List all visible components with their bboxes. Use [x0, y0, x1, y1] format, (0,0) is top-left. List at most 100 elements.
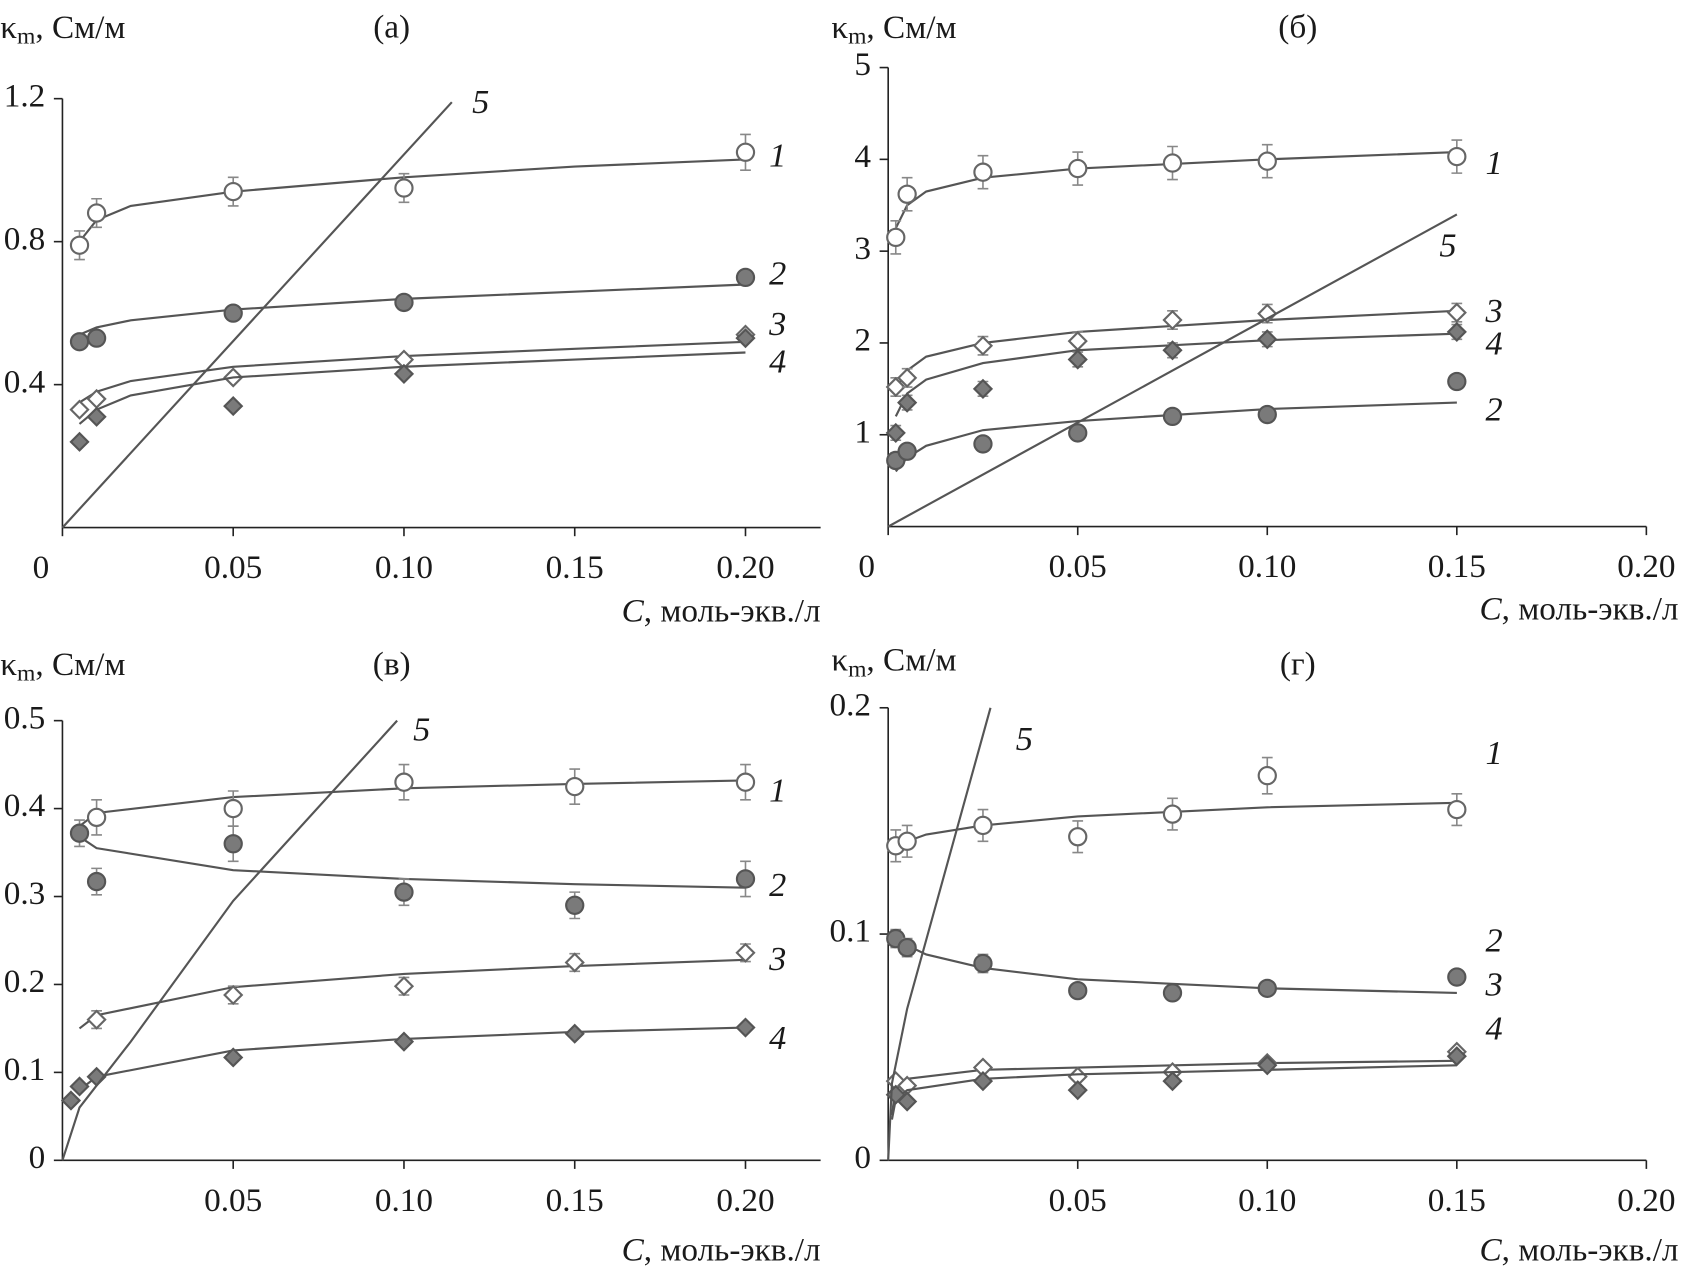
fit-curve	[78, 1026, 746, 1091]
curve-label: 3	[768, 305, 786, 343]
data-point	[1067, 331, 1088, 352]
data-point	[223, 395, 244, 417]
data-point	[393, 1031, 415, 1052]
data-point	[565, 895, 585, 915]
y-tick-label: 3	[854, 230, 871, 267]
fit-curve	[78, 158, 746, 243]
data-point	[564, 952, 585, 973]
x-tick-label: 0.20	[1617, 548, 1675, 585]
data-point	[1068, 980, 1088, 1001]
data-point	[886, 227, 906, 248]
data-point	[86, 1009, 107, 1030]
data-point	[69, 399, 90, 420]
y-label-unit: , См/м	[35, 9, 125, 46]
data-point	[223, 1047, 244, 1068]
data-point	[394, 772, 414, 792]
x-tick-label: 0.20	[1617, 1182, 1675, 1219]
data-point	[1162, 983, 1183, 1003]
data-point	[897, 184, 917, 204]
data-point	[1068, 827, 1088, 847]
data-point	[1446, 321, 1467, 343]
curve-label: 2	[1486, 391, 1503, 429]
panel-label: (в)	[373, 646, 411, 683]
data-point	[973, 953, 993, 974]
data-point	[897, 937, 917, 958]
data-point	[973, 434, 993, 454]
fit-curve	[78, 340, 746, 404]
x-tick-label: 0.15	[546, 549, 604, 586]
y-tick-label: 1	[854, 413, 871, 450]
data-point	[1447, 371, 1467, 392]
y-label-subscript: m	[17, 661, 35, 687]
x-tick-label: 0.05	[204, 1182, 262, 1219]
data-point	[565, 776, 585, 797]
curve-label: 1	[1486, 144, 1503, 182]
x-label-unit: , моль-экв./л	[1502, 590, 1679, 627]
y-tick-label: 0.4	[4, 363, 46, 400]
data-point	[972, 378, 994, 399]
curve-label: 5	[1016, 720, 1033, 758]
data-point	[69, 1076, 90, 1097]
y-tick-label: 0.1	[4, 1051, 46, 1088]
x-label-unit: , моль-экв./л	[1502, 1231, 1679, 1268]
fit-curve	[78, 779, 746, 828]
y-label-subscript: m	[848, 657, 866, 683]
y-label-subscript: m	[848, 24, 866, 50]
data-point	[69, 332, 90, 352]
y-axis-label: κm, См/м	[831, 641, 956, 682]
x-tick-label: 0.15	[1428, 548, 1486, 585]
data-point	[1068, 158, 1088, 179]
data-point	[393, 976, 415, 997]
y-label-unit: , См/м	[35, 646, 125, 683]
y-tick-label: 4	[854, 138, 871, 175]
data-point	[1447, 967, 1467, 987]
data-point	[86, 328, 107, 348]
x-tick-label: 0.15	[546, 1182, 604, 1219]
x-tick-label: 0.15	[1428, 1182, 1486, 1219]
y-tick-label: 0.1	[829, 913, 871, 950]
y-tick-label: 0.3	[4, 875, 46, 912]
data-point	[69, 235, 90, 255]
data-point	[735, 772, 756, 792]
data-point	[1446, 302, 1467, 323]
data-point	[564, 1023, 585, 1044]
x-tick-label: 0	[33, 549, 50, 586]
data-point	[1067, 1080, 1088, 1101]
curve-label: 5	[1439, 227, 1456, 265]
x-tick-label: 0.10	[1238, 548, 1296, 585]
data-point	[972, 1071, 994, 1092]
x-label-symbol: C	[1479, 1231, 1502, 1268]
data-point	[394, 882, 414, 902]
y-tick-label: 1.2	[4, 77, 46, 114]
curve-label: 3	[1485, 966, 1503, 1004]
y-tick-label: 2	[854, 322, 871, 359]
data-point	[1162, 1071, 1183, 1092]
y-label-symbol: κ	[0, 9, 17, 46]
data-point	[735, 942, 756, 963]
curve-label: 2	[769, 255, 786, 293]
data-point	[1067, 349, 1088, 370]
data-point	[393, 363, 415, 385]
data-point	[86, 388, 107, 410]
data-point	[223, 798, 243, 819]
curve-label: 1	[769, 137, 786, 175]
data-point	[1257, 404, 1277, 425]
reference-line	[61, 719, 398, 1161]
y-label-unit: , См/м	[866, 641, 956, 678]
data-point	[973, 815, 993, 836]
y-tick-label: 0	[854, 1139, 871, 1176]
data-point	[1162, 153, 1183, 173]
data-point	[223, 834, 243, 854]
data-point	[1257, 978, 1277, 999]
y-label-symbol: κ	[831, 641, 848, 678]
y-tick-label: 0.4	[4, 787, 46, 824]
y-tick-label: 0.2	[4, 963, 46, 1000]
panel-label: (б)	[1278, 9, 1317, 46]
data-point	[1257, 766, 1277, 786]
panel: 0 0.1 0.2 0.3 0.4 0.5 0.05 0.10 0.15 0.20 κm, См/м…	[0, 646, 821, 1268]
y-axis-label: κm, См/м	[831, 9, 956, 50]
x-tick-label: 0.05	[204, 549, 262, 586]
x-axis-label: C, моль-экв./л	[622, 1231, 821, 1268]
